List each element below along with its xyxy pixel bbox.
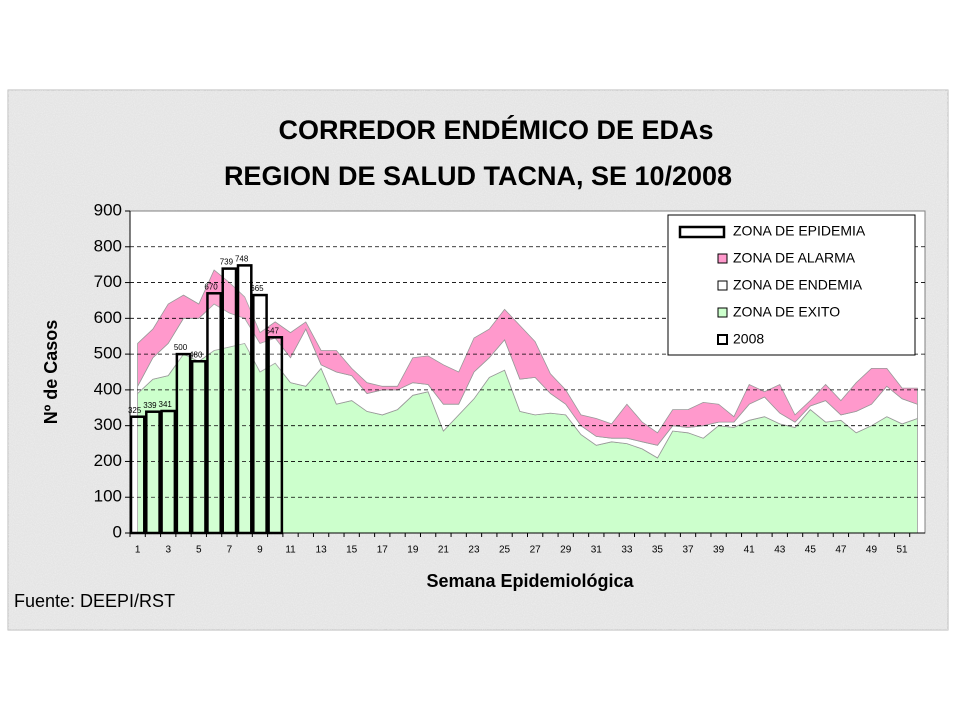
x-tick-label: 37 xyxy=(682,545,694,556)
bar xyxy=(236,264,253,535)
bar-label: 500 xyxy=(174,343,188,352)
x-tick-label: 1 xyxy=(135,545,141,556)
bar xyxy=(129,415,146,535)
legend-swatch xyxy=(717,334,728,345)
x-tick-label: 43 xyxy=(774,545,786,556)
y-tick-label: 0 xyxy=(113,522,122,541)
x-tick-label: 51 xyxy=(897,545,909,556)
x-tick-label: 5 xyxy=(196,545,202,556)
y-tick-label: 500 xyxy=(94,344,122,363)
x-tick-label: 17 xyxy=(377,545,389,556)
x-tick-label: 45 xyxy=(805,545,817,556)
bar-label: 325 xyxy=(128,406,142,415)
x-tick-label: 49 xyxy=(866,545,878,556)
x-tick-label: 23 xyxy=(468,545,480,556)
x-tick-label: 7 xyxy=(227,545,233,556)
legend-swatch xyxy=(717,307,728,318)
x-tick-label: 33 xyxy=(621,545,633,556)
legend-label: ZONA DE ENDEMIA xyxy=(733,277,863,293)
x-tick-label: 15 xyxy=(346,545,358,556)
x-tick-label: 11 xyxy=(285,545,296,556)
x-tick-label: 47 xyxy=(835,545,847,556)
x-tick-label: 31 xyxy=(591,545,603,556)
x-tick-label: 35 xyxy=(652,545,664,556)
bar-label: 665 xyxy=(250,284,264,293)
legend-label: ZONA DE EXITO xyxy=(733,304,840,320)
x-tick-label: 19 xyxy=(407,545,419,556)
bar-label: 670 xyxy=(204,282,218,291)
legend-box xyxy=(667,214,916,356)
bar-label: 339 xyxy=(143,401,157,410)
bar-label: 341 xyxy=(159,400,173,409)
bar xyxy=(145,410,161,535)
x-tick-label: 27 xyxy=(530,545,542,556)
bar xyxy=(175,352,192,535)
legend-label: ZONA DE EPIDEMIA xyxy=(733,223,866,239)
x-tick-label: 21 xyxy=(438,545,450,556)
bar-label: 748 xyxy=(235,254,249,263)
chart-title: CORREDOR ENDÉMICO DE EDAs xyxy=(278,114,713,145)
source: Fuente: DEEPI/RST xyxy=(14,591,175,611)
bar xyxy=(267,336,284,535)
bar-label: 480 xyxy=(189,350,203,359)
legend-label: 2008 xyxy=(733,331,764,347)
x-tick-label: 13 xyxy=(316,545,328,556)
y-tick-label: 200 xyxy=(94,451,122,470)
bar xyxy=(221,267,238,535)
bar xyxy=(160,409,177,535)
y-tick-label: 100 xyxy=(94,487,122,506)
x-tick-label: 41 xyxy=(744,545,756,556)
y-tick-label: 900 xyxy=(94,200,122,219)
legend-swatch xyxy=(717,280,728,291)
bar-label: 547 xyxy=(266,326,280,335)
bar xyxy=(190,360,207,535)
x-tick-label: 3 xyxy=(165,545,171,556)
legend-label: ZONA DE ALARMA xyxy=(733,250,856,266)
y-tick-label: 300 xyxy=(94,415,122,434)
legend-swatch xyxy=(678,225,726,239)
y-tick-label: 800 xyxy=(94,236,122,255)
x-tick-label: 25 xyxy=(499,545,511,556)
y-tick-label: 400 xyxy=(94,379,122,398)
y-axis-label: Nº de Casos xyxy=(41,320,61,425)
bar-label: 739 xyxy=(220,258,234,267)
y-tick-label: 600 xyxy=(94,308,122,327)
legend-swatch xyxy=(717,253,728,264)
chart-subtitle: REGION DE SALUD TACNA, SE 10/2008 xyxy=(224,161,732,191)
x-tick-label: 9 xyxy=(257,545,263,556)
x-tick-label: 29 xyxy=(560,545,572,556)
y-tick-label: 700 xyxy=(94,272,122,291)
x-axis-label: Semana Epidemiológica xyxy=(426,571,634,591)
x-tick-label: 39 xyxy=(713,545,725,556)
area-1 xyxy=(137,269,918,446)
bar xyxy=(206,292,222,535)
